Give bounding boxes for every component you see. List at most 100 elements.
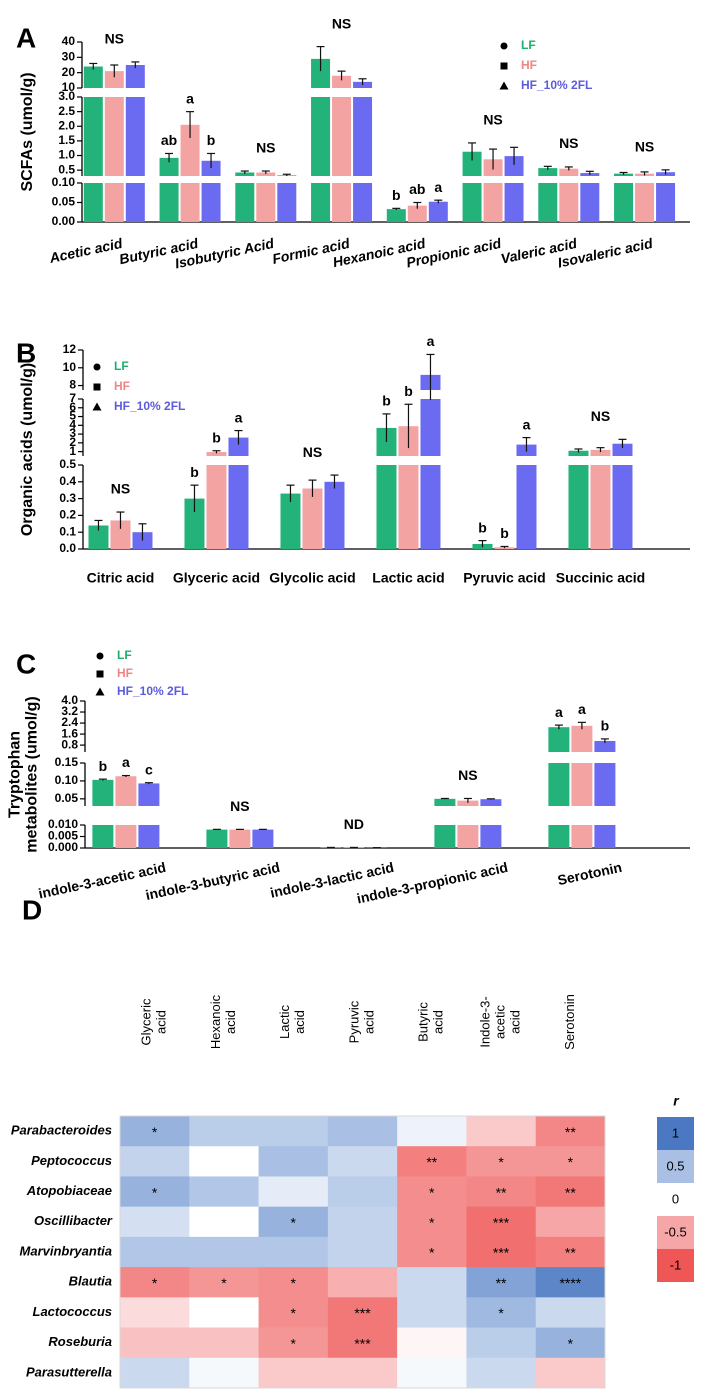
- significance-stars: *: [498, 1154, 504, 1170]
- y-tick-label: 0.00: [52, 214, 76, 228]
- significance-label: b: [601, 718, 610, 734]
- bar: [115, 776, 137, 806]
- colorbar-box: [657, 1183, 694, 1216]
- significance-label: b: [382, 393, 391, 409]
- significance-stars: ***: [493, 1245, 510, 1261]
- bar: [538, 168, 558, 176]
- significance-label: b: [500, 525, 509, 541]
- x-tick-label: Citric acid: [87, 570, 155, 586]
- column-label: acid: [223, 1010, 238, 1034]
- bar-fill: [353, 183, 373, 222]
- bar-fill: [571, 763, 593, 806]
- significance-label: b: [478, 519, 487, 535]
- bar-fill: [548, 763, 570, 806]
- y-tick-label: 1: [69, 444, 76, 458]
- heatmap-cell: [258, 1267, 329, 1298]
- bar: [125, 65, 145, 88]
- significance-label: ab: [161, 132, 177, 148]
- y-tick-label: 2.4: [61, 715, 78, 729]
- bar-fill: [92, 825, 114, 848]
- bar: [229, 829, 251, 848]
- row-label: Oscillibacter: [34, 1213, 113, 1228]
- bar: [206, 452, 227, 456]
- heatmap-cell: [397, 1236, 467, 1268]
- legend-label: HF_10% 2FL: [521, 78, 592, 92]
- y-tick-label: 7: [69, 391, 76, 405]
- legend-marker: [500, 42, 508, 50]
- heatmap-cell: [189, 1206, 260, 1238]
- row-label: Atopobiaceae: [26, 1183, 112, 1198]
- y-tick-label: 3: [69, 426, 76, 440]
- heatmap-cell: [397, 1206, 467, 1238]
- group-label: NS: [458, 767, 477, 783]
- heatmap-cell: [120, 1176, 190, 1208]
- y-axis-label: Tryptophan: [7, 731, 24, 818]
- bar-fill: [594, 763, 616, 806]
- y-tick-label: 0.0: [59, 541, 76, 555]
- bar-fill: [256, 183, 276, 222]
- colorbar-box: [657, 1249, 694, 1282]
- y-tick-label: 0.10: [52, 175, 76, 189]
- significance-stars: *: [152, 1124, 158, 1140]
- y-tick-label: 0.5: [59, 457, 76, 471]
- heatmap-cell: [466, 1176, 537, 1208]
- significance-label: a: [434, 179, 442, 195]
- legend-marker: [500, 62, 508, 70]
- y-tick-label: 2.0: [58, 118, 75, 132]
- bar: [104, 71, 124, 88]
- bar-fill: [180, 183, 200, 222]
- significance-stars: ****: [559, 1275, 581, 1291]
- row-label: Parabacteroides: [11, 1123, 112, 1138]
- heatmap-cell: [120, 1146, 190, 1177]
- column-label: Glyceric: [139, 998, 154, 1045]
- bar-fill: [420, 465, 441, 549]
- y-tick-label: 6: [69, 400, 76, 414]
- significance-stars: **: [565, 1184, 576, 1200]
- significance-stars: **: [496, 1275, 507, 1291]
- heatmap-cell: [327, 1146, 398, 1177]
- legend-label: HF: [117, 666, 133, 680]
- y-tick-label: 1.0: [58, 148, 75, 162]
- panel-label: A: [16, 22, 36, 53]
- legend-marker: [96, 652, 104, 660]
- bar-fill: [83, 97, 103, 176]
- heatmap-cell: [258, 1206, 329, 1238]
- colorbar-label: 0.5: [666, 1158, 684, 1173]
- colorbar-box: [657, 1216, 694, 1249]
- significance-stars: *: [429, 1214, 435, 1230]
- heatmap-cell: [466, 1206, 537, 1238]
- y-tick-label: 4: [69, 417, 76, 431]
- heatmap-cell: [535, 1236, 606, 1268]
- bar: [594, 740, 616, 752]
- colorbar-label: 1: [672, 1125, 679, 1140]
- legend-label: LF: [521, 38, 536, 52]
- y-tick-label: 3.0: [58, 89, 75, 103]
- bar-fill: [571, 825, 593, 848]
- heatmap-cell: [535, 1116, 606, 1147]
- x-tick-label: Succinic acid: [556, 570, 645, 586]
- bar-fill: [311, 97, 331, 176]
- bar: [201, 160, 221, 176]
- significance-stars: *: [568, 1335, 574, 1351]
- y-tick-label: 0.2: [59, 508, 76, 522]
- heatmap-cell: [258, 1176, 329, 1208]
- bar: [612, 443, 633, 456]
- significance-stars: **: [426, 1154, 437, 1170]
- significance-label: a: [555, 704, 563, 720]
- y-tick-label: 2.5: [58, 104, 75, 118]
- bar: [83, 66, 103, 88]
- bar: [494, 547, 515, 549]
- significance-label: a: [186, 90, 194, 106]
- heatmap-cell: [327, 1327, 398, 1359]
- bar-fill: [434, 825, 456, 848]
- bar-fill: [228, 465, 249, 549]
- bar-fill: [594, 825, 616, 848]
- significance-stars: *: [152, 1275, 158, 1291]
- bar: [138, 783, 160, 806]
- colorbar-box: [657, 1117, 694, 1150]
- heatmap-cell: [258, 1327, 329, 1359]
- y-tick-label: 0.010: [48, 817, 78, 831]
- heatmap-cell: [535, 1267, 606, 1298]
- column-label: Lactic: [277, 1005, 292, 1039]
- row-label: Peptococcus: [31, 1153, 112, 1168]
